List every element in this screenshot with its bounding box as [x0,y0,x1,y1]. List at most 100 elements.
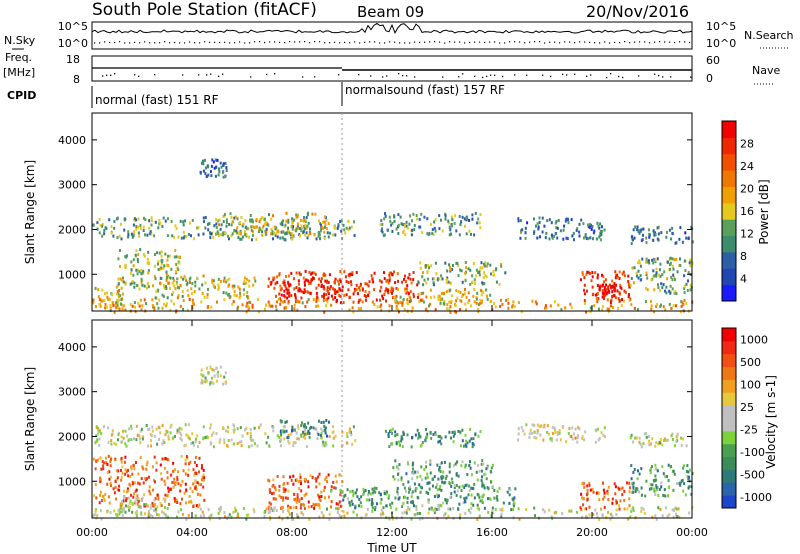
data-cell [489,497,491,501]
data-cell [316,503,319,507]
data-cell [581,271,584,275]
data-cell [299,288,302,292]
nave-dot [206,74,208,76]
data-cell [438,487,441,491]
data-cell [672,267,675,271]
data-cell [429,296,432,299]
data-cell [285,232,288,236]
data-cell [426,277,429,281]
data-cell [386,490,388,494]
nsearch-dot [124,42,126,44]
data-cell [198,503,201,507]
data-cell [124,510,127,514]
nsearch-dot [584,41,586,43]
data-cell [637,276,640,280]
nave-dot [402,74,404,77]
data-cell [484,472,487,476]
data-cell [332,233,334,237]
data-cell [423,278,426,282]
colorbar-swatch [722,202,736,220]
data-cell [120,298,123,302]
data-cell [92,514,95,518]
data-cell [144,512,146,516]
data-cell [246,301,249,305]
data-cell [412,212,415,216]
data-cell [392,475,395,479]
data-cell [219,374,222,378]
data-cell [472,443,475,447]
data-cell [391,221,394,225]
data-cell [282,281,285,285]
data-cell [261,230,263,234]
nsearch-dot [404,42,406,44]
data-cell [148,262,151,265]
data-cell [533,430,536,434]
data-cell [629,436,632,440]
data-cell [546,424,549,428]
data-cell [320,223,322,227]
data-cell [402,298,405,301]
data-cell [350,283,353,287]
data-cell [449,305,452,309]
data-cell [348,296,351,300]
data-cell [398,444,401,448]
data-cell [293,428,296,432]
data-cell [146,281,149,285]
data-cell [348,226,351,230]
data-cell [445,281,448,285]
data-cell [401,301,404,305]
data-cell [341,430,344,434]
data-cell [560,308,563,312]
data-cell [115,497,118,501]
data-cell [109,305,112,309]
data-cell [206,295,209,299]
data-cell [457,429,460,433]
data-cell [404,495,407,499]
data-cell [332,425,334,429]
data-cell [632,485,635,489]
data-cell [307,221,310,225]
data-cell [598,226,601,230]
data-cell [107,426,110,430]
data-cell [546,430,549,434]
data-cell [470,506,473,510]
data-cell [189,460,192,464]
data-cell [316,296,319,300]
nsearch-dot [569,41,571,43]
data-cell [140,427,143,431]
data-cell [255,237,258,241]
data-cell [513,305,516,309]
data-cell [347,273,350,277]
data-cell [638,490,640,494]
data-cell [296,215,299,219]
data-cell [182,230,185,234]
data-cell [537,225,540,229]
data-cell [456,489,459,493]
data-cell [365,298,367,302]
data-cell [591,225,594,228]
data-cell [202,232,205,236]
data-cell [531,423,534,427]
data-cell [303,227,306,231]
data-cell [296,213,299,217]
data-cell [383,277,386,280]
data-cell [338,278,341,282]
data-cell [113,226,116,230]
data-cell [291,425,294,429]
data-cell [469,268,472,272]
data-cell [438,227,441,231]
data-cell [408,507,411,511]
data-cell [656,486,659,489]
data-cell [626,507,629,511]
data-cell [596,221,599,225]
data-cell [434,229,437,233]
data-cell [116,292,119,296]
data-cell [580,218,583,222]
nsearch-dot [464,42,466,44]
data-cell [632,440,635,444]
data-cell [333,279,336,283]
data-cell [679,310,682,314]
data-cell [464,288,466,291]
data-cell [415,487,418,490]
